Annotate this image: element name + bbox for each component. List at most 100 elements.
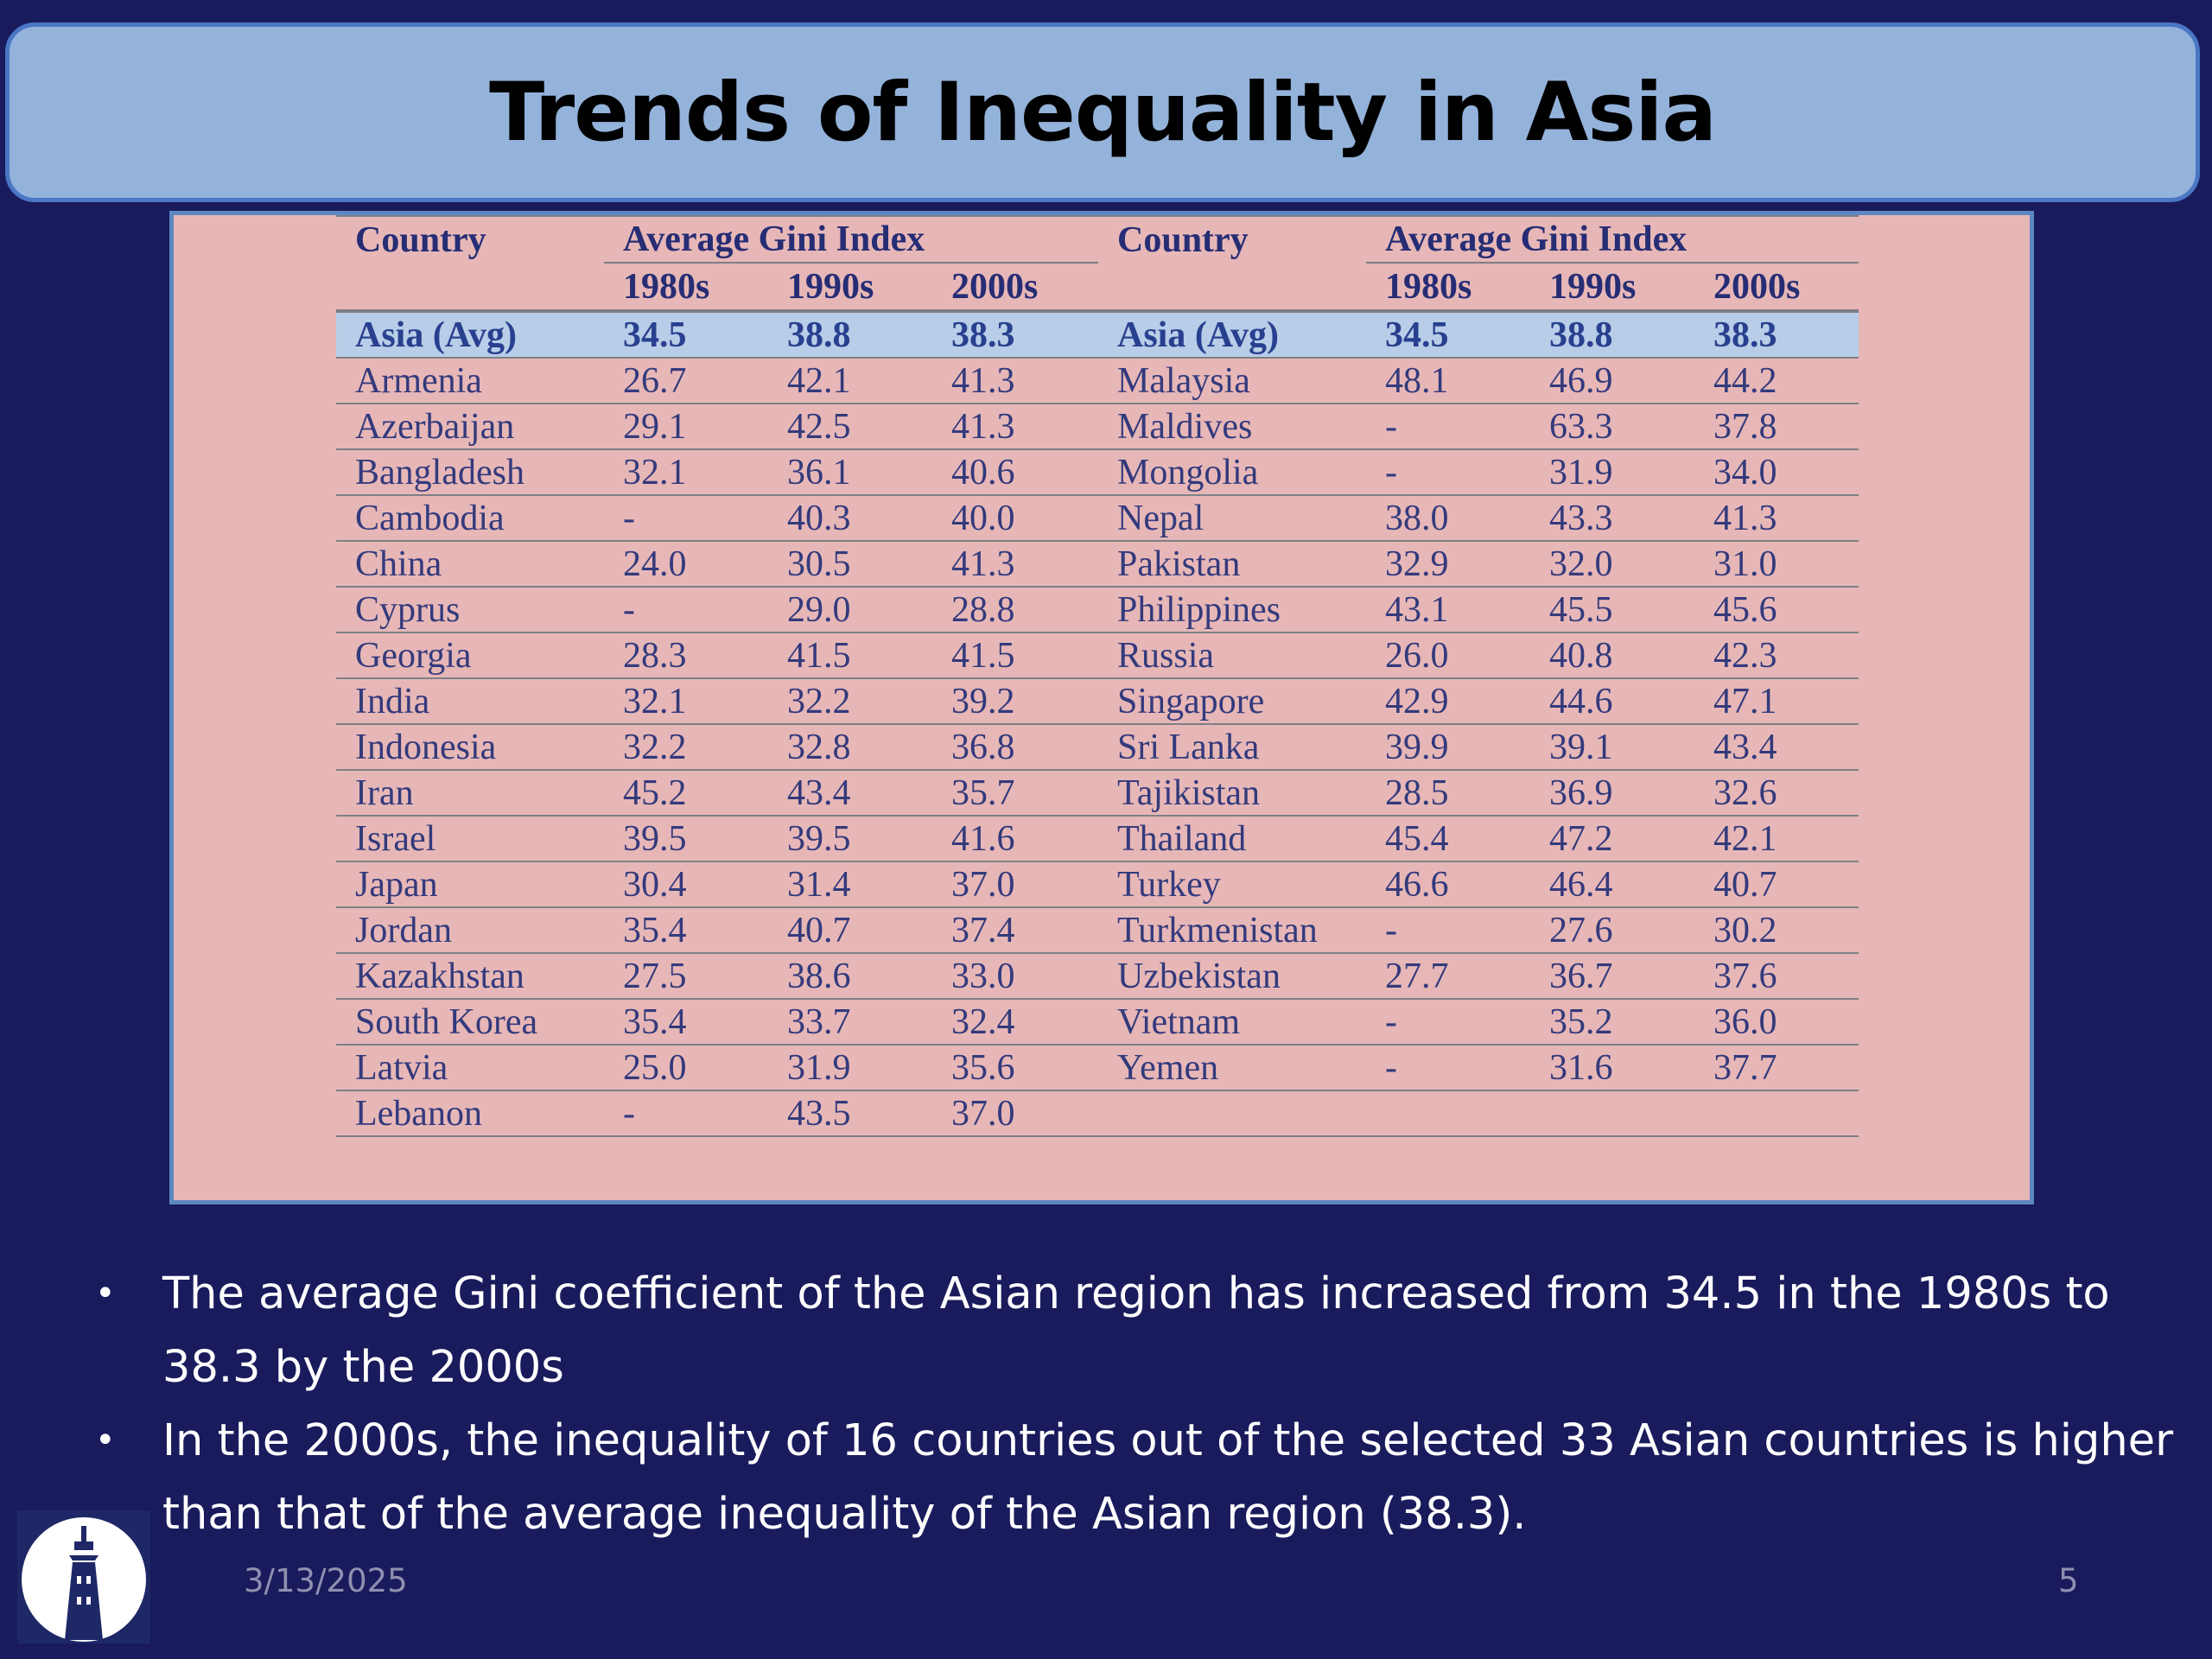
gini-value-cell: 46.4 [1530,861,1694,908]
country-cell: Mongolia [1098,449,1366,496]
gini-table-panel: Country Average Gini Index Country Avera… [169,211,2034,1205]
gini-value-cell: - [1366,999,1530,1046]
gini-value-cell [1530,1090,1694,1137]
column-header-2000s: 2000s [932,263,1098,313]
country-cell: Tajikistan [1098,770,1366,817]
gini-value-cell: 32.4 [932,999,1098,1046]
table-row: Armenia 26.7 42.1 41.3 Malaysia 48.1 46.9 44.2 [336,358,1859,404]
gini-value-cell: 28.8 [932,587,1098,633]
table-subheader-row: 1980s 1990s 2000s 1980s 1990s 2000s [336,263,1859,313]
country-cell: Uzbekistan [1098,953,1366,1000]
gini-value-cell: - [1366,1045,1530,1091]
gini-value-cell: 25.0 [604,1045,768,1091]
gini-value-cell: 37.0 [932,1090,1098,1137]
gini-value-cell: 26.0 [1366,632,1530,679]
gini-value-cell: 41.3 [932,358,1098,404]
gini-value-cell: 34.0 [1694,449,1859,496]
gini-value-cell: 44.2 [1694,358,1859,404]
gini-value-cell: 41.3 [1694,495,1859,542]
bullet-list: • The average Gini coefficient of the As… [86,1257,2177,1551]
gini-value-cell: 39.5 [604,816,768,862]
gini-value-cell: - [1366,449,1530,496]
table-row: Azerbaijan 29.1 42.5 41.3 Maldives -63.3 37.8 [336,404,1859,450]
table-row: Cyprus -29.0 28.8 Philippines 43.1 45.5 45.6 [336,587,1859,633]
column-header-country: Country [1098,215,1366,263]
gini-value-cell: 38.0 [1366,495,1530,542]
table-row: China 24.0 30.5 41.3 Pakistan 32.9 32.0 31.0 [336,541,1859,588]
gini-value-cell: 41.3 [932,541,1098,588]
gini-value-cell: 39.5 [768,816,932,862]
table-row: Jordan 35.4 40.7 37.4 Turkmenistan -27.6 30.2 [336,907,1859,954]
gini-value-cell: 45.6 [1694,587,1859,633]
subheader-empty [1098,263,1366,313]
country-cell: India [336,678,604,725]
gini-value-cell: 37.4 [932,907,1098,954]
gini-value-cell: 36.0 [1694,999,1859,1046]
gini-value-cell: 40.7 [768,907,932,954]
gini-value-cell: - [604,1090,768,1137]
gini-value-cell: 27.7 [1366,953,1530,1000]
column-header-country: Country [336,215,604,263]
gini-value-cell: 46.9 [1530,358,1694,404]
gini-table: Country Average Gini Index Country Avera… [336,215,1859,1137]
gini-value-cell: 47.1 [1694,678,1859,725]
gini-value-cell: 29.1 [604,404,768,450]
gini-value-cell: 31.6 [1530,1045,1694,1091]
gini-value-cell: 39.1 [1530,724,1694,771]
gini-value-cell: 40.6 [932,449,1098,496]
table-cell: 38.8 [1530,311,1694,359]
gini-value-cell: 37.6 [1694,953,1859,1000]
country-cell: Cyprus [336,587,604,633]
gini-value-cell: 42.5 [768,404,932,450]
column-header-1990s: 1990s [768,263,932,313]
gini-value-cell: 35.4 [604,999,768,1046]
gini-value-cell: 33.7 [768,999,932,1046]
gini-value-cell: 32.9 [1366,541,1530,588]
table-row: Kazakhstan 27.5 38.6 33.0 Uzbekistan 27.7 36.7… [336,953,1859,1000]
country-cell: Cambodia [336,495,604,542]
gini-value-cell: 27.5 [604,953,768,1000]
subheader-empty [336,263,604,313]
table-header-row: Country Average Gini Index Country Avera… [336,215,1859,264]
gini-value-cell: 43.4 [1694,724,1859,771]
column-header-2000s: 2000s [1694,263,1859,313]
gini-value-cell: 40.0 [932,495,1098,542]
bullet-item: • In the 2000s, the inequality of 16 cou… [86,1404,2177,1551]
country-cell: Yemen [1098,1045,1366,1091]
gini-value-cell: - [604,587,768,633]
country-cell: Sri Lanka [1098,724,1366,771]
gini-value-cell: 37.8 [1694,404,1859,450]
column-header-1980s: 1980s [1366,263,1530,313]
gini-value-cell: 37.7 [1694,1045,1859,1091]
gini-value-cell: 32.1 [604,449,768,496]
gini-value-cell: 35.6 [932,1045,1098,1091]
slide-page-number: 5 [2058,1562,2079,1599]
table-row: Israel 39.5 39.5 41.6 Thailand 45.4 47.2 42.1 [336,816,1859,862]
bullet-text: The average Gini coefficient of the Asia… [162,1268,2110,1393]
bullet-item: • The average Gini coefficient of the As… [86,1257,2177,1404]
gini-value-cell: 35.7 [932,770,1098,817]
gini-value-cell: 43.1 [1366,587,1530,633]
table-cell: 38.3 [932,311,1098,359]
slide-title: Trends of Inequality in Asia [489,65,1717,160]
gini-value-cell: 41.3 [932,404,1098,450]
country-cell: Bangladesh [336,449,604,496]
column-header-1990s: 1990s [1530,263,1694,313]
gini-value-cell: 36.8 [932,724,1098,771]
gini-value-cell: 37.0 [932,861,1098,908]
column-header-group: Average Gini Index [1366,215,1859,264]
table-cell: Asia (Avg) [1098,311,1366,359]
table-row: Bangladesh 32.1 36.1 40.6 Mongolia -31.9 34.0 [336,449,1859,496]
table-row: Cambodia -40.3 40.0 Nepal 38.0 43.3 41.3 [336,495,1859,542]
asia-average-row: Asia (Avg) 34.5 38.8 38.3 Asia (Avg) 34.… [336,311,1859,359]
table-row: Indonesia 32.2 32.8 36.8 Sri Lanka 39.9 39.1 43… [336,724,1859,771]
gini-value-cell: 40.7 [1694,861,1859,908]
table-row: South Korea 35.4 33.7 32.4 Vietnam -35.2 36.0 [336,999,1859,1046]
gini-value-cell: 28.5 [1366,770,1530,817]
country-cell: Jordan [336,907,604,954]
table-cell: 34.5 [1366,311,1530,359]
gini-value-cell: 45.5 [1530,587,1694,633]
country-cell: Israel [336,816,604,862]
country-cell: Singapore [1098,678,1366,725]
gini-value-cell: 41.5 [932,632,1098,679]
